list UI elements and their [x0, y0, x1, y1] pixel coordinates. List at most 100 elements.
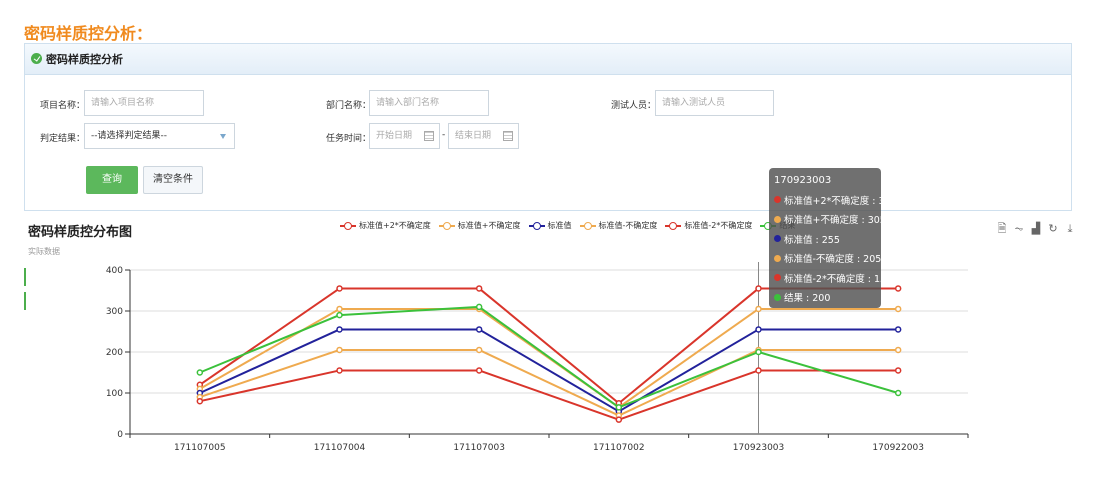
dept-name-input[interactable]: 请输入部门名称 [369, 90, 489, 116]
line-chart-icon[interactable]: ⏦ [1014, 222, 1024, 235]
series-line [199, 328, 899, 413]
clear-conditions-button[interactable]: 清空条件 [143, 166, 203, 194]
tooltip-dot [774, 196, 781, 204]
data-point [336, 285, 343, 292]
legend-label: 标准值-不确定度 [598, 221, 658, 230]
end-date-placeholder: 结束日期 [455, 131, 492, 141]
legend-swatch [340, 221, 356, 231]
tooltip-row-text: 标准值-2*不确定度 : 155 [784, 273, 893, 285]
x-tick-label: 170923003 [733, 443, 785, 453]
save-image-icon[interactable]: ⤓ [1067, 222, 1073, 235]
y-tick-label: 200 [106, 348, 123, 358]
query-button[interactable]: 查询 [86, 166, 138, 194]
data-point [894, 305, 902, 313]
x-tick-label: 171107004 [314, 443, 366, 453]
tester-input[interactable]: 请输入测试人员 [655, 90, 774, 116]
start-date-placeholder: 开始日期 [376, 131, 413, 141]
legend-swatch [579, 221, 596, 231]
check-circle-icon [31, 53, 42, 64]
legend-swatch [438, 221, 455, 231]
data-point [336, 311, 343, 319]
project-name-input[interactable]: 请输入项目名称 [84, 90, 204, 116]
data-point [755, 348, 762, 356]
tooltip-row-text: 标准值+不确定度 : 305 [784, 215, 886, 227]
tester-label: 测试人员： [611, 101, 657, 111]
tooltip-row-text: 标准值 : 255 [784, 234, 840, 246]
y-tick-label: 300 [106, 307, 123, 317]
data-point [894, 346, 902, 354]
panel-title: 密码样质控分析 [46, 53, 123, 66]
legend-item[interactable]: 标准值 [528, 220, 572, 231]
project-name-label: 项目名称： [40, 101, 86, 111]
task-time-label: 任务时间： [326, 134, 372, 144]
result-label: 判定结果： [40, 134, 86, 144]
y-tick-label: 400 [106, 266, 123, 276]
result-select-value: --请选择判定结果-- [91, 131, 167, 141]
side-marker [24, 292, 26, 310]
dept-name-label: 部门名称： [326, 101, 372, 111]
data-point [894, 285, 902, 292]
start-date-input[interactable]: 开始日期 [369, 123, 440, 149]
tooltip-row-text: 标准值-不确定度 : 205 [784, 254, 882, 266]
legend-label: 标准值 [547, 221, 572, 230]
tooltip-row: 标准值 : 255 [774, 229, 876, 249]
data-point [894, 326, 902, 333]
series-line [199, 305, 899, 409]
tooltip-row-text: 结果 : 200 [784, 293, 831, 305]
y-tick-label: 100 [106, 389, 123, 399]
data-point [475, 303, 483, 311]
data-point [336, 367, 343, 374]
bar-chart-icon[interactable]: ▟ [1031, 222, 1041, 235]
legend-item[interactable]: 标准值+不确定度 [438, 220, 521, 231]
series-line [199, 348, 899, 417]
legend-label: 标准值-2*不确定度 [684, 221, 753, 230]
side-marker [24, 268, 26, 286]
data-point [894, 367, 902, 374]
data-point [336, 305, 343, 313]
panel-header: 密码样质控分析 [25, 44, 1071, 75]
legend-item[interactable]: 标准值-2*不确定度 [665, 220, 752, 231]
data-point [475, 367, 483, 374]
data-point [336, 346, 343, 354]
data-point [755, 285, 762, 292]
chart-subtitle: 实际数据 [28, 247, 60, 256]
y-tick-label: 0 [117, 430, 123, 440]
series-line [199, 369, 899, 421]
tooltip-row: 标准值-2*不确定度 : 155 [774, 268, 892, 288]
calendar-icon [424, 131, 434, 141]
tooltip-dot [774, 254, 781, 262]
restore-icon[interactable]: ↻ [1048, 222, 1058, 235]
page-title: 密码样质控分析： [24, 24, 153, 43]
x-tick-label: 171107003 [453, 443, 505, 453]
end-date-input[interactable]: 结束日期 [448, 123, 519, 149]
chevron-down-icon [220, 134, 226, 139]
data-point [336, 326, 343, 333]
data-point [475, 285, 483, 292]
legend-item[interactable]: 标准值-不确定度 [579, 220, 658, 231]
legend-label: 标准值+不确定度 [457, 221, 521, 230]
result-select[interactable]: --请选择判定结果-- [84, 123, 235, 149]
legend-item[interactable]: 标准值+2*不确定度 [340, 220, 431, 231]
data-point [755, 305, 762, 313]
date-separator: - [442, 130, 446, 140]
data-point [615, 404, 623, 411]
x-tick-label: 171107005 [174, 443, 226, 453]
x-tick-label: 170922003 [872, 443, 924, 453]
tooltip-dot [774, 274, 781, 282]
x-tick-label: 171107002 [593, 443, 645, 453]
tooltip-dot [774, 215, 781, 223]
data-view-icon[interactable]: 🗎 [997, 222, 1007, 235]
tooltip-row: 结果 : 200 [774, 288, 876, 308]
data-point [615, 416, 623, 423]
data-point [894, 389, 902, 397]
tooltip-row: 标准值+不确定度 : 305 [774, 210, 886, 230]
chart-title: 密码样质控分布图 [28, 225, 133, 240]
data-point [475, 346, 483, 354]
tooltip-dot [774, 235, 781, 243]
calendar-icon [503, 131, 513, 141]
legend-label: 标准值+2*不确定度 [359, 221, 431, 230]
tooltip-title: 170923003 [774, 175, 832, 186]
data-point [196, 397, 204, 405]
tooltip-row-text: 标准值+2*不确定度 : 355 [784, 195, 897, 207]
